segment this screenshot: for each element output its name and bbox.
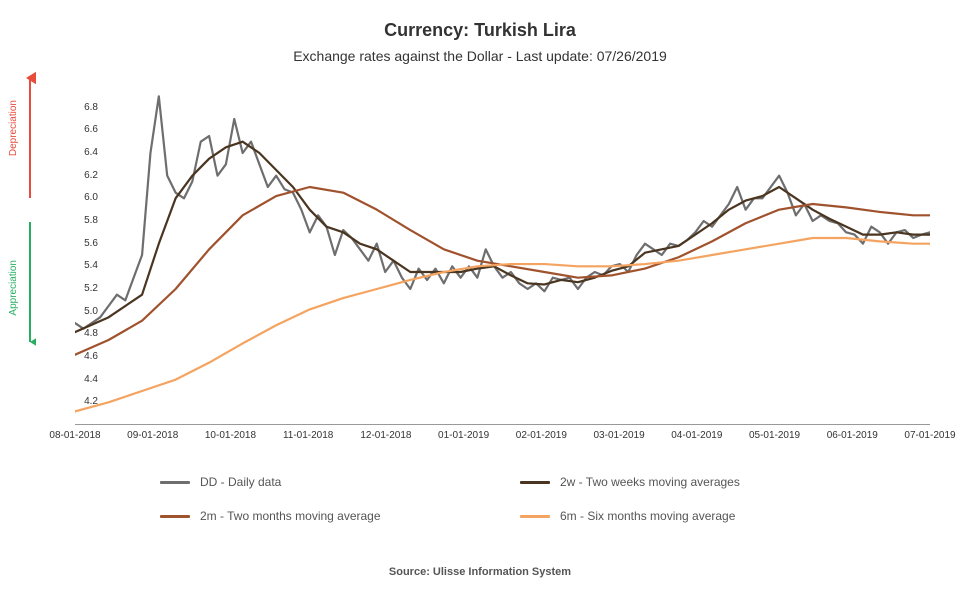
x-tick-label: 03-01-2019 bbox=[594, 430, 645, 441]
legend-label: DD - Daily data bbox=[200, 475, 281, 489]
y-tick-label: 6.8 bbox=[68, 102, 98, 113]
legend-item: 2m - Two months moving average bbox=[160, 509, 520, 523]
legend-label: 6m - Six months moving average bbox=[560, 509, 735, 523]
y-tick-label: 5.0 bbox=[68, 306, 98, 317]
chart-container: Currency: Turkish Lira Exchange rates ag… bbox=[0, 0, 960, 600]
x-tick-label: 12-01-2018 bbox=[360, 430, 411, 441]
legend-item: 2w - Two weeks moving averages bbox=[520, 475, 880, 489]
depreciation-arrow-icon bbox=[24, 70, 36, 200]
y-tick-label: 4.6 bbox=[68, 351, 98, 362]
y-tick-label: 6.0 bbox=[68, 192, 98, 203]
y-tick-label: 5.8 bbox=[68, 215, 98, 226]
chart-subtitle: Exchange rates against the Dollar - Last… bbox=[0, 48, 960, 64]
x-tick-label: 04-01-2019 bbox=[671, 430, 722, 441]
y-tick-label: 6.2 bbox=[68, 170, 98, 181]
y-tick-label: 6.4 bbox=[68, 147, 98, 158]
depreciation-label: Depreciation bbox=[8, 100, 19, 156]
legend-label: 2w - Two weeks moving averages bbox=[560, 475, 740, 489]
chart-title: Currency: Turkish Lira bbox=[0, 20, 960, 41]
plot-area bbox=[75, 85, 930, 425]
appreciation-label: Appreciation bbox=[8, 260, 19, 316]
legend-label: 2m - Two months moving average bbox=[200, 509, 381, 523]
legend-swatch bbox=[520, 515, 550, 518]
y-tick-label: 5.2 bbox=[68, 283, 98, 294]
legend-item: DD - Daily data bbox=[160, 475, 520, 489]
y-tick-label: 4.4 bbox=[68, 374, 98, 385]
appreciation-arrow-icon bbox=[24, 220, 36, 350]
chart-source: Source: Ulisse Information System bbox=[0, 566, 960, 578]
y-tick-label: 4.2 bbox=[68, 396, 98, 407]
y-tick-label: 6.6 bbox=[68, 124, 98, 135]
legend-swatch bbox=[520, 481, 550, 484]
x-tick-label: 02-01-2019 bbox=[516, 430, 567, 441]
x-tick-label: 08-01-2018 bbox=[49, 430, 100, 441]
x-tick-label: 10-01-2018 bbox=[205, 430, 256, 441]
x-tick-label: 05-01-2019 bbox=[749, 430, 800, 441]
x-tick-label: 07-01-2019 bbox=[904, 430, 955, 441]
x-tick-label: 01-01-2019 bbox=[438, 430, 489, 441]
legend-swatch bbox=[160, 515, 190, 518]
legend: DD - Daily data 2w - Two weeks moving ave… bbox=[160, 475, 880, 523]
y-tick-label: 4.8 bbox=[68, 328, 98, 339]
x-tick-label: 06-01-2019 bbox=[827, 430, 878, 441]
x-tick-label: 09-01-2018 bbox=[127, 430, 178, 441]
y-tick-label: 5.4 bbox=[68, 260, 98, 271]
x-tick-label: 11-01-2018 bbox=[283, 430, 333, 441]
y-tick-label: 5.6 bbox=[68, 238, 98, 249]
legend-item: 6m - Six months moving average bbox=[520, 509, 880, 523]
legend-swatch bbox=[160, 481, 190, 484]
